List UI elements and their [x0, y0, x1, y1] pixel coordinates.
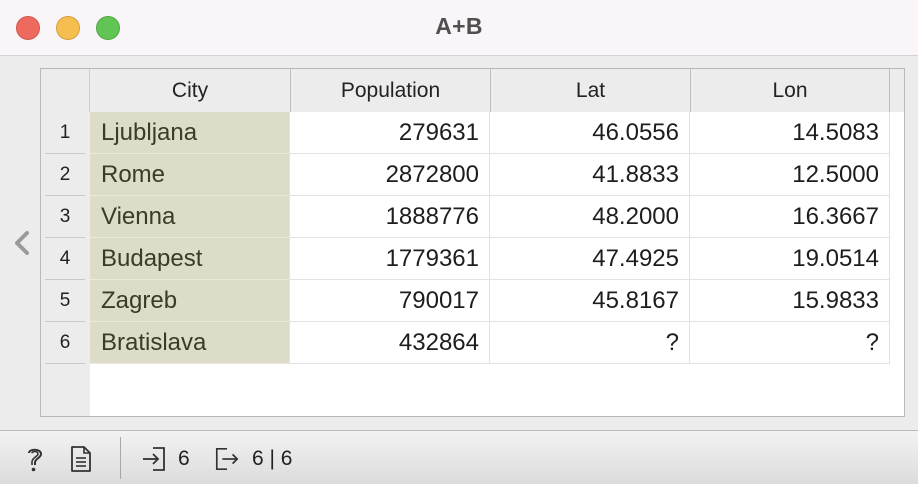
- column-header-lat[interactable]: Lat: [490, 69, 690, 112]
- row-header[interactable]: 4: [45, 238, 85, 280]
- input-icon: [141, 445, 167, 473]
- row-header[interactable]: 3: [45, 196, 85, 238]
- column-header-population[interactable]: Population: [290, 69, 490, 112]
- close-window-button[interactable]: [16, 16, 40, 40]
- table-cell-lat[interactable]: 46.0556: [490, 112, 690, 154]
- table-cell-population[interactable]: 2872800: [290, 154, 490, 196]
- table-cell-city[interactable]: Bratislava: [90, 322, 290, 364]
- table-cell-lat[interactable]: 47.4925: [490, 238, 690, 280]
- output-icon: [214, 445, 240, 473]
- report-icon[interactable]: [68, 445, 94, 473]
- table-cell-population[interactable]: 1888776: [290, 196, 490, 238]
- table-cell-lon[interactable]: 15.9833: [690, 280, 890, 322]
- table-cell-lon[interactable]: 14.5083: [690, 112, 890, 154]
- chevron-left-icon[interactable]: [8, 226, 36, 260]
- table-cell-city[interactable]: Budapest: [90, 238, 290, 280]
- input-count: 6: [178, 447, 190, 470]
- title-bar: A+B: [0, 0, 918, 56]
- window-title: A+B: [435, 13, 483, 39]
- table-cell-city[interactable]: Vienna: [90, 196, 290, 238]
- table-cell-lon[interactable]: 19.0514: [690, 238, 890, 280]
- row-header[interactable]: 2: [45, 154, 85, 196]
- table-cell-lon[interactable]: ?: [690, 322, 890, 364]
- table-cell-lon[interactable]: 16.3667: [690, 196, 890, 238]
- row-header-column: 1 2 3 4 5 6: [41, 112, 90, 416]
- table-cell-city[interactable]: Ljubljana: [90, 112, 290, 154]
- table-cell-lat[interactable]: ?: [490, 322, 690, 364]
- row-header[interactable]: 5: [45, 280, 85, 322]
- table-cell-lat[interactable]: 48.2000: [490, 196, 690, 238]
- status-separator: [120, 437, 121, 479]
- maximize-window-button[interactable]: [96, 16, 120, 40]
- output-count: 6 | 6: [252, 447, 293, 470]
- table-header: City Population Lat Lon: [90, 69, 904, 112]
- table-cell-population[interactable]: 790017: [290, 280, 490, 322]
- minimize-window-button[interactable]: [56, 16, 80, 40]
- table-cell-city[interactable]: Zagreb: [90, 280, 290, 322]
- row-header[interactable]: 6: [45, 322, 85, 364]
- help-icon[interactable]: [22, 445, 48, 473]
- table-cell-population[interactable]: 432864: [290, 322, 490, 364]
- table-cell-city[interactable]: Rome: [90, 154, 290, 196]
- table-cell-population[interactable]: 279631: [290, 112, 490, 154]
- column-header-city[interactable]: City: [171, 79, 209, 102]
- status-bar: 6 6 | 6: [0, 430, 918, 484]
- table-cell-lon[interactable]: 12.5000: [690, 154, 890, 196]
- row-header[interactable]: 1: [45, 112, 85, 154]
- table-cell-population[interactable]: 1779361: [290, 238, 490, 280]
- table-cell-lat[interactable]: 45.8167: [490, 280, 690, 322]
- data-table[interactable]: City Population Lat Lon 1 2 3 4 5 6 Ljub…: [40, 68, 905, 417]
- table-corner[interactable]: [41, 69, 90, 112]
- table-cell-lat[interactable]: 41.8833: [490, 154, 690, 196]
- column-header-lon[interactable]: Lon: [690, 69, 890, 112]
